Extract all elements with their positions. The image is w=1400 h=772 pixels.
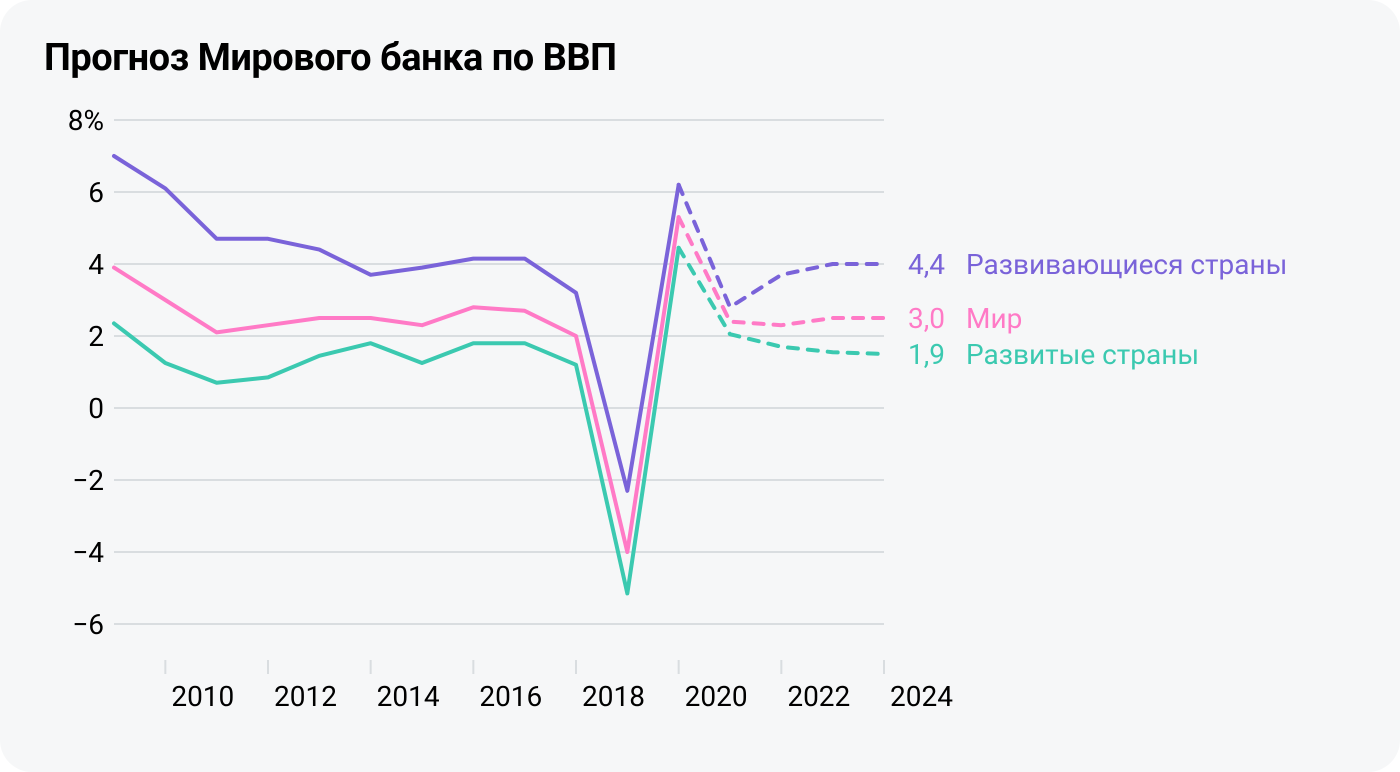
chart-title: Прогноз Мирового банка по ВВП bbox=[44, 36, 1356, 80]
y-tick-label: 8% bbox=[68, 104, 104, 137]
x-tick-label: 2014 bbox=[377, 680, 440, 713]
x-tick-label: 2024 bbox=[890, 680, 953, 713]
x-tick-label: 2018 bbox=[582, 680, 645, 713]
series-developed-end-value: 1,9 bbox=[908, 338, 945, 371]
x-tick-label: 2020 bbox=[685, 680, 748, 713]
series-world-solid bbox=[114, 217, 679, 552]
y-tick-label: 2 bbox=[88, 320, 104, 353]
series-developing-dashed bbox=[679, 185, 884, 307]
series-developing-end-label: Развивающиеся страны bbox=[966, 248, 1287, 281]
x-tick-label: 2022 bbox=[787, 680, 850, 713]
series-world-dashed bbox=[679, 217, 884, 325]
x-tick-label: 2010 bbox=[171, 680, 234, 713]
series-world-end-value: 3,0 bbox=[908, 302, 945, 335]
series-world-end-label: Мир bbox=[966, 302, 1022, 335]
y-tick-label: −6 bbox=[72, 608, 104, 641]
x-tick-label: 2012 bbox=[274, 680, 337, 713]
y-tick-label: −2 bbox=[72, 464, 104, 497]
y-tick-label: −4 bbox=[72, 536, 104, 569]
y-tick-label: 0 bbox=[88, 392, 104, 425]
chart-svg: −6 −4 −2 0 2 4 6 8% 2010 2012 2014 2016 2018 2020 2022… bbox=[44, 90, 1356, 730]
chart-card: Прогноз Мирового банка по ВВП −6 −4 −2 0 2 4 6… bbox=[0, 0, 1400, 772]
chart-area: −6 −4 −2 0 2 4 6 8% 2010 2012 2014 2016 2018 2020 2022… bbox=[44, 90, 1356, 730]
series-developed-end-label: Развитые страны bbox=[966, 338, 1199, 371]
series-developed-solid bbox=[114, 248, 679, 594]
x-tick-label: 2016 bbox=[479, 680, 542, 713]
y-tick-label: 6 bbox=[88, 176, 104, 209]
series-developing-end-value: 4,4 bbox=[908, 248, 945, 281]
y-tick-label: 4 bbox=[88, 248, 104, 281]
